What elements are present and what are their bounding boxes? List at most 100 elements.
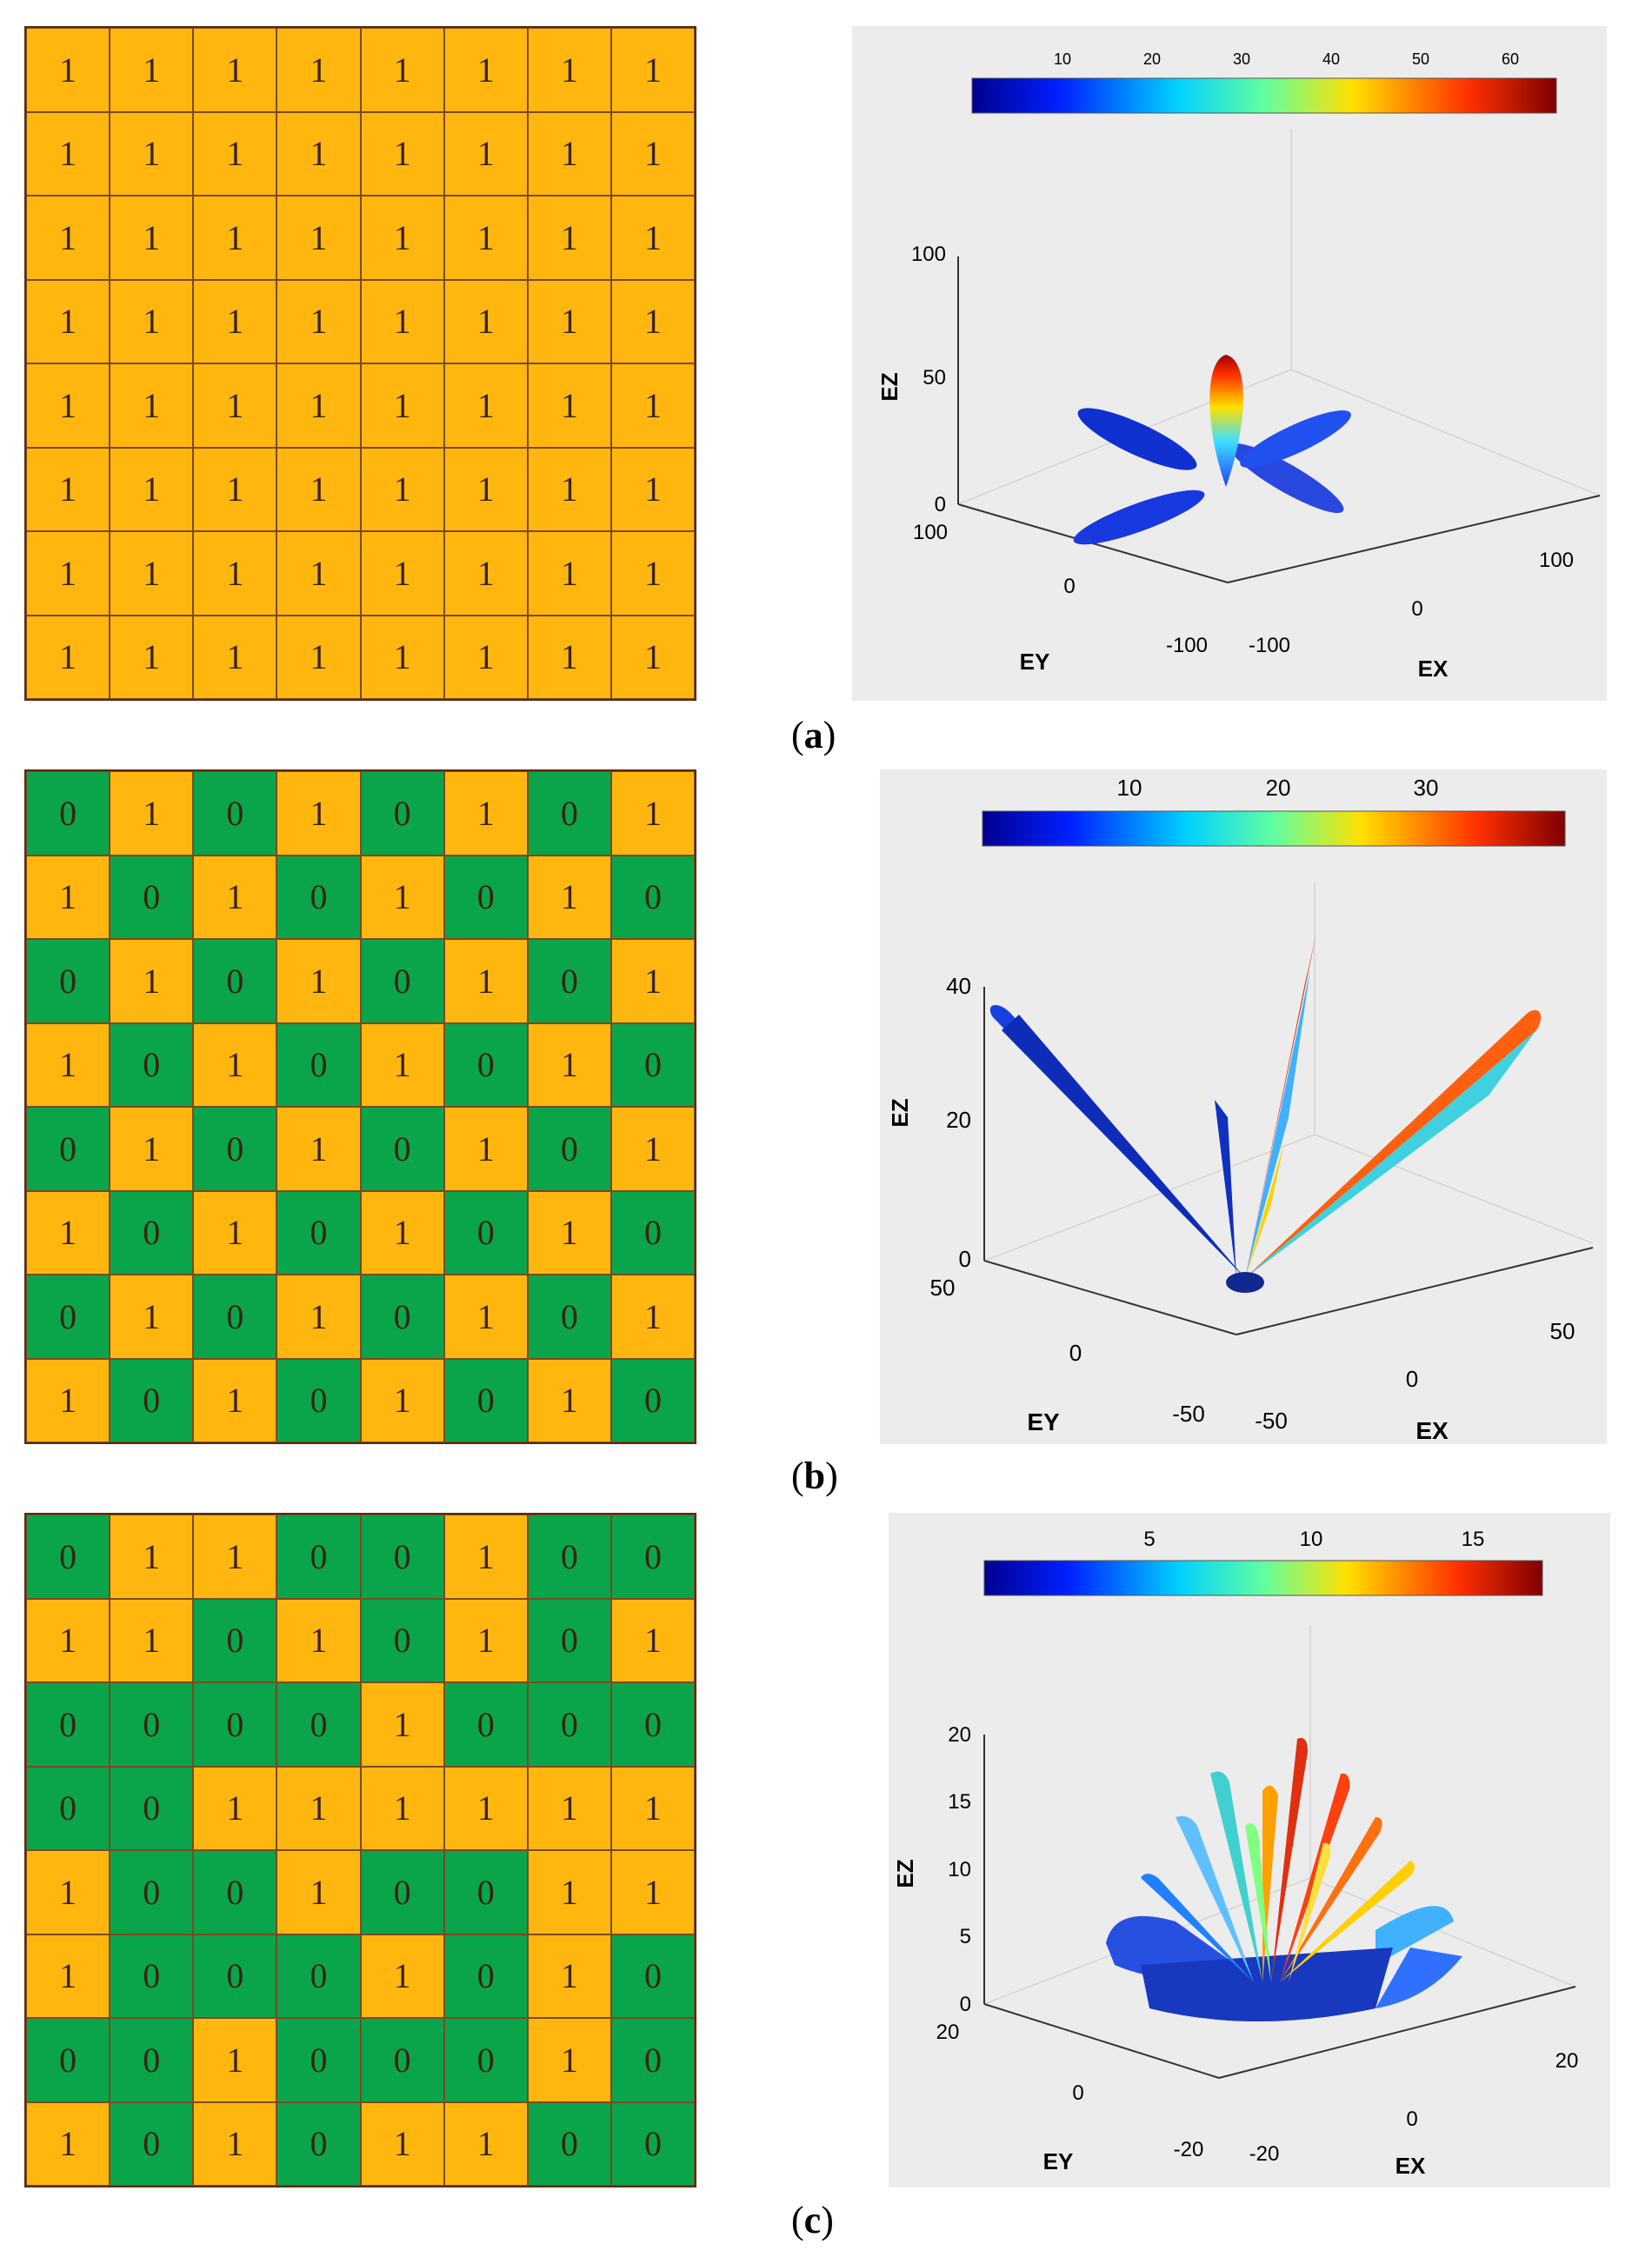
matrix-cell: 1 <box>26 447 110 531</box>
matrix-cell: 1 <box>276 1850 361 1934</box>
matrix-cell: 1 <box>276 615 361 699</box>
matrix-cell: 1 <box>193 196 277 280</box>
matrix-cell: 1 <box>26 615 110 699</box>
matrix-cell: 0 <box>360 1107 444 1191</box>
matrix-cell: 1 <box>193 1022 277 1107</box>
matrix-cell: 0 <box>360 1515 444 1599</box>
matrix-cell: 1 <box>360 111 444 196</box>
matrix-cell: 0 <box>360 1850 444 1934</box>
colorbar <box>983 1560 1543 1596</box>
x-axis-label: EX <box>1416 1417 1449 1444</box>
matrix-cell: 0 <box>276 1358 361 1442</box>
matrix-cell: 1 <box>110 111 194 196</box>
matrix-cell: 1 <box>26 363 110 448</box>
matrix-cell: 1 <box>193 531 277 616</box>
matrix-cell: 1 <box>527 111 611 196</box>
matrix-cell: 1 <box>610 771 695 856</box>
matrix-cell: 1 <box>610 28 695 112</box>
colorbar-tick: 10 <box>1117 775 1142 801</box>
matrix-cell: 1 <box>110 531 194 616</box>
matrix-cell: 1 <box>276 447 361 531</box>
colorbar-tick: 40 <box>1322 50 1340 68</box>
matrix-cell: 0 <box>360 1275 444 1359</box>
colorbar-tick: 30 <box>1233 50 1250 68</box>
matrix-cell: 0 <box>193 771 277 856</box>
x-tick: -20 <box>1249 2142 1280 2166</box>
matrix-cell: 1 <box>610 196 695 280</box>
matrix-cell: 1 <box>527 447 611 531</box>
matrix-cell: 1 <box>193 1515 277 1599</box>
matrix-cell: 1 <box>193 855 277 939</box>
matrix-cell: 0 <box>193 1934 277 2018</box>
colorbar-tick: 30 <box>1414 775 1439 801</box>
x-tick: 0 <box>1406 2108 1417 2131</box>
matrix-cell: 1 <box>360 1682 444 1767</box>
matrix-cell: 1 <box>193 279 277 363</box>
matrix-cell: 1 <box>443 111 528 196</box>
matrix-cell: 1 <box>193 111 277 196</box>
matrix-cell: 0 <box>610 2018 695 2102</box>
matrix-cell: 0 <box>193 1682 277 1767</box>
matrix-cell: 0 <box>443 1850 528 1934</box>
radiation-pattern-plot-a: 10 20 30 40 50 60 EZ 100 50 0 100 0 -100… <box>852 26 1607 701</box>
matrix-cell: 0 <box>360 939 444 1023</box>
matrix-cell: 1 <box>610 1850 695 1934</box>
matrix-cell: 1 <box>276 28 361 112</box>
matrix-cell: 0 <box>527 939 611 1023</box>
matrix-cell: 1 <box>110 1515 194 1599</box>
matrix-cell: 1 <box>276 111 361 196</box>
matrix-cell: 0 <box>276 1022 361 1107</box>
radiation-lobes <box>989 933 1542 1293</box>
matrix-cell: 0 <box>110 1766 194 1850</box>
matrix-cell: 0 <box>443 2018 528 2102</box>
y-axis-label: EY <box>1020 649 1050 675</box>
matrix-cell: 1 <box>360 855 444 939</box>
z-tick: 5 <box>960 1925 971 1948</box>
matrix-cell: 0 <box>193 1598 277 1682</box>
matrix-cell: 1 <box>193 2018 277 2102</box>
matrix-cell: 1 <box>276 771 361 856</box>
caption-c: (c) <box>791 2199 834 2241</box>
matrix-cell: 0 <box>527 771 611 856</box>
matrix-cell: 0 <box>26 1515 110 1599</box>
matrix-cell: 1 <box>527 1934 611 2018</box>
matrix-cell: 0 <box>527 1515 611 1599</box>
matrix-cell: 1 <box>527 1766 611 1850</box>
matrix-cell: 1 <box>360 363 444 448</box>
radiation-lobes <box>1073 355 1351 545</box>
matrix-cell: 1 <box>610 531 695 616</box>
matrix-cell: 0 <box>193 1275 277 1359</box>
x-tick: 0 <box>1411 597 1422 621</box>
matrix-cell: 1 <box>443 1598 528 1682</box>
matrix-cell: 0 <box>276 2018 361 2102</box>
y-axis-label: EY <box>1027 1408 1060 1435</box>
matrix-cell: 0 <box>527 1275 611 1359</box>
matrix-cell: 1 <box>276 1766 361 1850</box>
matrix-cell: 1 <box>443 1275 528 1359</box>
matrix-cell: 1 <box>443 1515 528 1599</box>
matrix-cell: 0 <box>276 2101 361 2186</box>
matrix-cell: 0 <box>110 1682 194 1767</box>
z-tick: 40 <box>946 973 971 999</box>
matrix-cell: 0 <box>276 1682 361 1767</box>
matrix-cell: 1 <box>193 1358 277 1442</box>
x-axis-label: EX <box>1418 656 1449 682</box>
matrix-cell: 0 <box>527 1682 611 1767</box>
matrix-cell: 1 <box>360 1766 444 1850</box>
matrix-cell: 1 <box>360 1934 444 2018</box>
matrix-cell: 1 <box>443 531 528 616</box>
colorbar-tick: 50 <box>1412 50 1429 68</box>
matrix-cell: 1 <box>610 1766 695 1850</box>
z-tick: 0 <box>959 1246 971 1272</box>
matrix-cell: 1 <box>110 1107 194 1191</box>
matrix-cell: 1 <box>110 1275 194 1359</box>
matrix-cell: 1 <box>443 771 528 856</box>
matrix-cell: 0 <box>110 1358 194 1442</box>
colorbar <box>982 810 1566 847</box>
matrix-cell: 0 <box>26 771 110 856</box>
colorbar-tick: 10 <box>1054 50 1071 68</box>
matrix-cell: 1 <box>443 1766 528 1850</box>
matrix-cell: 1 <box>360 615 444 699</box>
